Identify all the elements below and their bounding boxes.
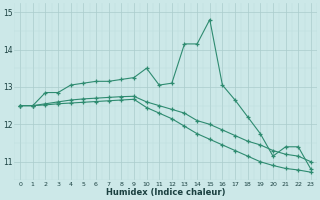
X-axis label: Humidex (Indice chaleur): Humidex (Indice chaleur) — [106, 188, 225, 197]
